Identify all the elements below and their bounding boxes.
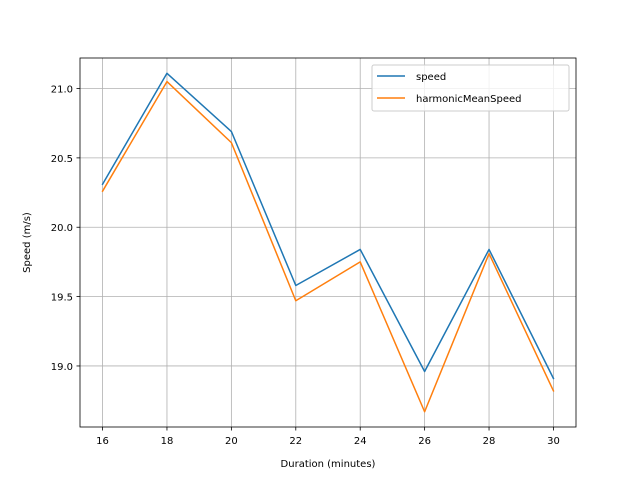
series-line-speed xyxy=(101,72,555,380)
y-tick-label: 20.0 xyxy=(51,223,73,234)
x-tick-label: 22 xyxy=(289,436,302,447)
axes-frame xyxy=(79,57,577,428)
x-axis-label: Duration (minutes) xyxy=(281,459,376,470)
series-lines xyxy=(101,72,555,413)
legend-box xyxy=(371,64,570,112)
x-axis-ticks: 16 18 20 22 24 26 28 30 xyxy=(96,427,560,447)
legend-label-speed: speed xyxy=(416,72,446,83)
y-axis-ticks: 19.0 19.5 20.0 20.5 21.0 xyxy=(51,85,80,373)
x-tick-label: 20 xyxy=(225,436,238,447)
y-tick-label: 19.0 xyxy=(51,362,73,373)
y-axis-label: Speed (m/s) xyxy=(22,212,33,273)
x-tick-label: 30 xyxy=(547,436,560,447)
y-tick-label: 19.5 xyxy=(51,293,73,304)
legend-label-harmonic-mean-speed: harmonicMeanSpeed xyxy=(416,94,521,105)
x-tick-label: 18 xyxy=(161,436,174,447)
series-line-harmonicMeanSpeed xyxy=(101,80,555,413)
legend: speed harmonicMeanSpeed xyxy=(371,64,570,112)
x-tick-label: 16 xyxy=(96,436,109,447)
grid xyxy=(80,58,576,427)
x-tick-label: 28 xyxy=(483,436,496,447)
y-tick-label: 20.5 xyxy=(51,154,73,165)
y-tick-label: 21.0 xyxy=(51,85,73,96)
x-tick-label: 24 xyxy=(354,436,367,447)
x-tick-label: 26 xyxy=(418,436,431,447)
